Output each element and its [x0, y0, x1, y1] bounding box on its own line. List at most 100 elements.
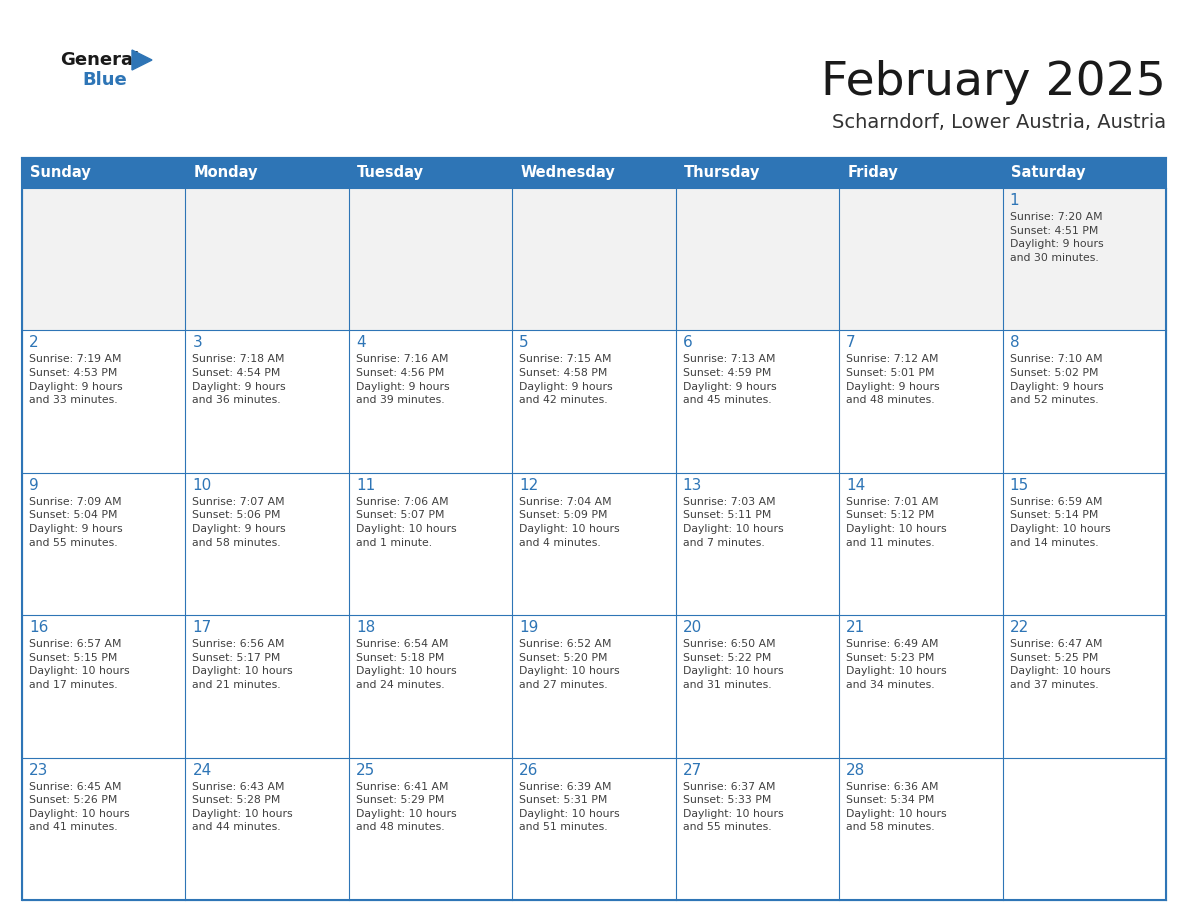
Bar: [1003, 188, 1165, 330]
Text: 17: 17: [192, 621, 211, 635]
Text: Sunrise: 6:59 AM
Sunset: 5:14 PM
Daylight: 10 hours
and 14 minutes.: Sunrise: 6:59 AM Sunset: 5:14 PM Dayligh…: [1010, 497, 1111, 548]
Bar: [185, 615, 349, 757]
Bar: [512, 615, 676, 757]
Bar: [349, 330, 512, 473]
Text: Sunrise: 7:16 AM
Sunset: 4:56 PM
Daylight: 9 hours
and 39 minutes.: Sunrise: 7:16 AM Sunset: 4:56 PM Dayligh…: [356, 354, 449, 405]
Bar: [676, 473, 839, 615]
Bar: [512, 330, 676, 473]
Text: Tuesday: Tuesday: [356, 165, 424, 181]
Bar: [839, 473, 1003, 615]
Text: Sunrise: 6:47 AM
Sunset: 5:25 PM
Daylight: 10 hours
and 37 minutes.: Sunrise: 6:47 AM Sunset: 5:25 PM Dayligh…: [1010, 639, 1111, 690]
Text: 20: 20: [683, 621, 702, 635]
Text: Sunrise: 7:03 AM
Sunset: 5:11 PM
Daylight: 10 hours
and 7 minutes.: Sunrise: 7:03 AM Sunset: 5:11 PM Dayligh…: [683, 497, 783, 548]
Text: Sunrise: 7:10 AM
Sunset: 5:02 PM
Daylight: 9 hours
and 52 minutes.: Sunrise: 7:10 AM Sunset: 5:02 PM Dayligh…: [1010, 354, 1104, 405]
Text: Friday: Friday: [847, 165, 898, 181]
Text: Sunrise: 7:06 AM
Sunset: 5:07 PM
Daylight: 10 hours
and 1 minute.: Sunrise: 7:06 AM Sunset: 5:07 PM Dayligh…: [356, 497, 456, 548]
Text: 11: 11: [356, 477, 375, 493]
Bar: [839, 188, 1003, 330]
Text: Sunrise: 6:57 AM
Sunset: 5:15 PM
Daylight: 10 hours
and 17 minutes.: Sunrise: 6:57 AM Sunset: 5:15 PM Dayligh…: [29, 639, 129, 690]
Text: February 2025: February 2025: [821, 60, 1165, 105]
Bar: [839, 757, 1003, 900]
Polygon shape: [132, 50, 152, 70]
Text: 8: 8: [1010, 335, 1019, 351]
Text: 16: 16: [29, 621, 49, 635]
Text: 1: 1: [1010, 193, 1019, 208]
Bar: [23, 188, 185, 330]
Text: Thursday: Thursday: [684, 165, 760, 181]
Text: 26: 26: [519, 763, 538, 778]
Text: 15: 15: [1010, 477, 1029, 493]
Text: 13: 13: [683, 477, 702, 493]
Text: 2: 2: [29, 335, 39, 351]
Bar: [185, 188, 349, 330]
Text: 3: 3: [192, 335, 202, 351]
Text: Scharndorf, Lower Austria, Austria: Scharndorf, Lower Austria, Austria: [832, 113, 1165, 132]
Text: General: General: [61, 51, 139, 69]
Text: Wednesday: Wednesday: [520, 165, 615, 181]
Text: Sunrise: 7:09 AM
Sunset: 5:04 PM
Daylight: 9 hours
and 55 minutes.: Sunrise: 7:09 AM Sunset: 5:04 PM Dayligh…: [29, 497, 122, 548]
Text: 21: 21: [846, 621, 865, 635]
Text: 5: 5: [519, 335, 529, 351]
Text: Sunrise: 7:19 AM
Sunset: 4:53 PM
Daylight: 9 hours
and 33 minutes.: Sunrise: 7:19 AM Sunset: 4:53 PM Dayligh…: [29, 354, 122, 405]
Text: Sunrise: 6:50 AM
Sunset: 5:22 PM
Daylight: 10 hours
and 31 minutes.: Sunrise: 6:50 AM Sunset: 5:22 PM Dayligh…: [683, 639, 783, 690]
Bar: [1003, 473, 1165, 615]
Bar: [676, 330, 839, 473]
Text: 28: 28: [846, 763, 865, 778]
Text: Sunrise: 7:15 AM
Sunset: 4:58 PM
Daylight: 9 hours
and 42 minutes.: Sunrise: 7:15 AM Sunset: 4:58 PM Dayligh…: [519, 354, 613, 405]
Text: Sunrise: 7:12 AM
Sunset: 5:01 PM
Daylight: 9 hours
and 48 minutes.: Sunrise: 7:12 AM Sunset: 5:01 PM Dayligh…: [846, 354, 940, 405]
Bar: [185, 473, 349, 615]
Text: Sunrise: 7:20 AM
Sunset: 4:51 PM
Daylight: 9 hours
and 30 minutes.: Sunrise: 7:20 AM Sunset: 4:51 PM Dayligh…: [1010, 212, 1104, 263]
Bar: [23, 615, 185, 757]
Text: Sunrise: 6:54 AM
Sunset: 5:18 PM
Daylight: 10 hours
and 24 minutes.: Sunrise: 6:54 AM Sunset: 5:18 PM Dayligh…: [356, 639, 456, 690]
Text: Sunrise: 7:13 AM
Sunset: 4:59 PM
Daylight: 9 hours
and 45 minutes.: Sunrise: 7:13 AM Sunset: 4:59 PM Dayligh…: [683, 354, 776, 405]
Bar: [512, 188, 676, 330]
Bar: [512, 473, 676, 615]
Bar: [1003, 330, 1165, 473]
Bar: [185, 330, 349, 473]
Text: 7: 7: [846, 335, 855, 351]
Bar: [23, 158, 1165, 900]
Text: Sunrise: 7:07 AM
Sunset: 5:06 PM
Daylight: 9 hours
and 58 minutes.: Sunrise: 7:07 AM Sunset: 5:06 PM Dayligh…: [192, 497, 286, 548]
Text: 27: 27: [683, 763, 702, 778]
Text: 6: 6: [683, 335, 693, 351]
Text: Sunrise: 6:56 AM
Sunset: 5:17 PM
Daylight: 10 hours
and 21 minutes.: Sunrise: 6:56 AM Sunset: 5:17 PM Dayligh…: [192, 639, 293, 690]
Text: Sunrise: 6:41 AM
Sunset: 5:29 PM
Daylight: 10 hours
and 48 minutes.: Sunrise: 6:41 AM Sunset: 5:29 PM Dayligh…: [356, 781, 456, 833]
Text: Sunrise: 6:39 AM
Sunset: 5:31 PM
Daylight: 10 hours
and 51 minutes.: Sunrise: 6:39 AM Sunset: 5:31 PM Dayligh…: [519, 781, 620, 833]
Text: 19: 19: [519, 621, 538, 635]
Bar: [23, 158, 1165, 188]
Bar: [512, 757, 676, 900]
Bar: [839, 330, 1003, 473]
Bar: [349, 188, 512, 330]
Bar: [23, 473, 185, 615]
Text: Sunday: Sunday: [30, 165, 90, 181]
Bar: [1003, 757, 1165, 900]
Bar: [349, 615, 512, 757]
Text: 4: 4: [356, 335, 366, 351]
Bar: [676, 188, 839, 330]
Text: 18: 18: [356, 621, 375, 635]
Text: Sunrise: 6:52 AM
Sunset: 5:20 PM
Daylight: 10 hours
and 27 minutes.: Sunrise: 6:52 AM Sunset: 5:20 PM Dayligh…: [519, 639, 620, 690]
Text: 22: 22: [1010, 621, 1029, 635]
Text: 14: 14: [846, 477, 865, 493]
Text: Sunrise: 7:01 AM
Sunset: 5:12 PM
Daylight: 10 hours
and 11 minutes.: Sunrise: 7:01 AM Sunset: 5:12 PM Dayligh…: [846, 497, 947, 548]
Text: 10: 10: [192, 477, 211, 493]
Bar: [349, 757, 512, 900]
Text: Sunrise: 6:45 AM
Sunset: 5:26 PM
Daylight: 10 hours
and 41 minutes.: Sunrise: 6:45 AM Sunset: 5:26 PM Dayligh…: [29, 781, 129, 833]
Text: 23: 23: [29, 763, 49, 778]
Text: 25: 25: [356, 763, 375, 778]
Text: Sunrise: 6:49 AM
Sunset: 5:23 PM
Daylight: 10 hours
and 34 minutes.: Sunrise: 6:49 AM Sunset: 5:23 PM Dayligh…: [846, 639, 947, 690]
Bar: [676, 615, 839, 757]
Text: Sunrise: 7:04 AM
Sunset: 5:09 PM
Daylight: 10 hours
and 4 minutes.: Sunrise: 7:04 AM Sunset: 5:09 PM Dayligh…: [519, 497, 620, 548]
Text: Sunrise: 6:43 AM
Sunset: 5:28 PM
Daylight: 10 hours
and 44 minutes.: Sunrise: 6:43 AM Sunset: 5:28 PM Dayligh…: [192, 781, 293, 833]
Text: Saturday: Saturday: [1011, 165, 1085, 181]
Text: Blue: Blue: [82, 71, 127, 89]
Text: Sunrise: 7:18 AM
Sunset: 4:54 PM
Daylight: 9 hours
and 36 minutes.: Sunrise: 7:18 AM Sunset: 4:54 PM Dayligh…: [192, 354, 286, 405]
Bar: [839, 615, 1003, 757]
Text: Monday: Monday: [194, 165, 258, 181]
Text: Sunrise: 6:36 AM
Sunset: 5:34 PM
Daylight: 10 hours
and 58 minutes.: Sunrise: 6:36 AM Sunset: 5:34 PM Dayligh…: [846, 781, 947, 833]
Text: 24: 24: [192, 763, 211, 778]
Bar: [185, 757, 349, 900]
Text: 9: 9: [29, 477, 39, 493]
Bar: [23, 330, 185, 473]
Bar: [23, 757, 185, 900]
